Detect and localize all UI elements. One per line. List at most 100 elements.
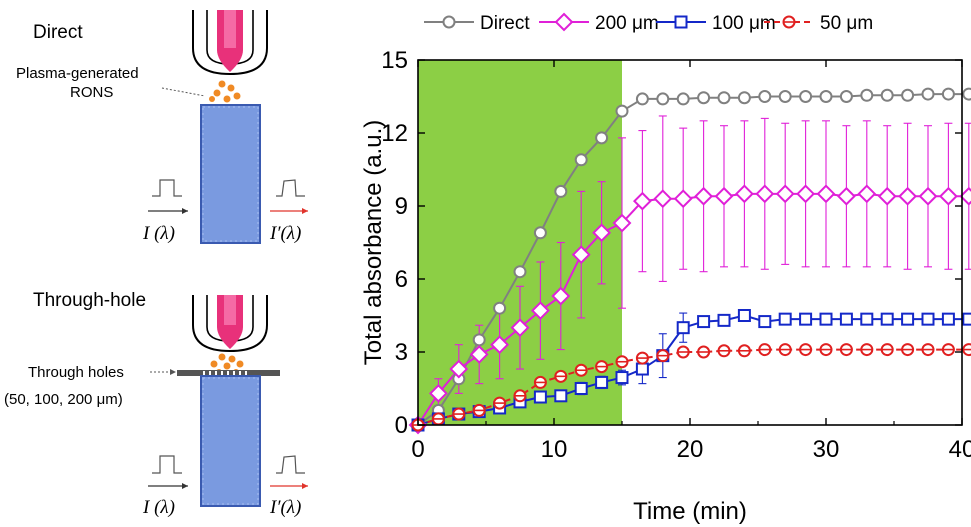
holes-label-line1: Through holes — [28, 364, 124, 381]
series-1-point — [938, 186, 958, 206]
throughhole-cuvette — [200, 375, 261, 507]
series-2-point — [676, 321, 690, 335]
series-0-point — [656, 92, 670, 106]
legend-marker-1 — [554, 12, 574, 32]
series-0-point — [860, 88, 874, 102]
absorbance-chart: 0 10 20 30 40 0 3 6 9 12 15 Time (min) Total absor… — [360, 12, 971, 525]
series-2-point — [839, 312, 853, 326]
throughhole-title: Through-hole — [33, 290, 146, 311]
series-2-line — [417, 314, 969, 426]
series-0-point — [819, 90, 833, 103]
series-0-point — [574, 153, 588, 167]
y-tick-label: 12 — [381, 120, 408, 147]
series-1-point — [857, 184, 877, 204]
series-1-point — [714, 186, 734, 206]
series-1-point — [959, 186, 971, 206]
intensity-in-label-2: I (λ) — [142, 497, 175, 518]
direct-schematic: Direct Plasma-generated RONS I (λ) I′(λ) — [16, 10, 308, 244]
series-2-point — [921, 312, 935, 326]
direct-plasma-jet-icon — [192, 10, 268, 76]
series-0-point — [839, 90, 853, 103]
series-2-point — [554, 389, 568, 403]
series-1-point — [530, 301, 550, 321]
series-2-point — [615, 371, 629, 385]
series-0-point — [472, 333, 486, 347]
series-1-point — [490, 335, 510, 355]
rons-pointer — [161, 87, 206, 97]
x-tick-label: 0 — [411, 436, 424, 463]
x-tick-label: 10 — [541, 436, 568, 463]
y-tick-label: 3 — [395, 339, 408, 366]
series-1-point — [510, 318, 530, 338]
x-tick-label: 40 — [949, 436, 971, 463]
throughhole-plasma-jet-icon — [192, 295, 268, 353]
series-0-point — [962, 87, 971, 101]
series-0-point — [758, 90, 772, 103]
y-tick-label: 6 — [395, 266, 408, 293]
series-0-point — [554, 184, 568, 198]
series-3-line — [417, 348, 969, 426]
output-pulse-icon — [276, 179, 305, 197]
intensity-in-label: I (λ) — [142, 223, 175, 244]
series-0-point — [901, 88, 915, 102]
series-0-point — [941, 87, 955, 101]
series-1-point — [694, 186, 714, 206]
series-0-point — [697, 91, 711, 105]
legend-marker-2 — [674, 15, 688, 29]
series-1-point — [816, 184, 836, 204]
x-axis-label: Time (min) — [633, 498, 747, 525]
series-1-point — [775, 184, 795, 204]
series-1-point — [592, 223, 612, 243]
axis-ticks: 0 10 20 30 40 0 3 6 9 12 15 — [381, 47, 971, 463]
series-2-point — [941, 312, 955, 326]
series-0-point — [493, 301, 507, 315]
series-1-point — [571, 245, 591, 265]
series-1-point — [836, 186, 856, 206]
holes-label-line2: (50, 100, 200 μm) — [4, 391, 123, 408]
series-1-point — [734, 184, 754, 204]
series-2-point — [533, 390, 547, 404]
series-0-point — [778, 90, 792, 103]
series-1-point — [918, 186, 938, 206]
series-1-line — [417, 192, 969, 426]
intensity-out-label: I′(λ) — [269, 223, 301, 244]
series-0-point — [513, 265, 527, 279]
series-1-point — [551, 286, 571, 306]
series-2-point — [880, 312, 894, 326]
y-axis-label: Total absorbance (a.u.) — [360, 120, 387, 365]
series-2-point — [758, 315, 772, 329]
series-0-point — [595, 131, 609, 145]
series-1-point — [653, 189, 673, 209]
series-2-point — [635, 362, 649, 376]
series-markers — [408, 87, 971, 435]
series-0-point — [676, 92, 690, 106]
series-2-point — [799, 312, 813, 326]
series-0-point — [880, 88, 894, 102]
series-0-point — [717, 91, 731, 105]
y-tick-label: 0 — [395, 412, 408, 439]
series-2-point — [962, 312, 971, 326]
rons-label-line1: Plasma-generated — [16, 65, 139, 82]
series-2-point — [819, 312, 833, 326]
series-lines — [417, 93, 969, 426]
series-1-point — [877, 186, 897, 206]
legend-marker-0 — [442, 15, 456, 29]
input-pulse-icon — [152, 179, 182, 197]
series-0-point — [921, 87, 935, 101]
legend-label-2: 100 μm — [712, 13, 776, 34]
series-2-point — [574, 382, 588, 395]
series-2-point — [717, 313, 731, 327]
x-tick-label: 30 — [813, 436, 840, 463]
series-1-point — [632, 191, 652, 211]
legend: Direct 200 μm 100 μm 50 μm — [424, 12, 873, 34]
y-tick-label: 15 — [381, 47, 408, 74]
series-2-point — [901, 312, 915, 326]
intensity-out-label-2: I′(λ) — [269, 497, 301, 518]
legend-label-3: 50 μm — [820, 13, 873, 34]
series-1-point — [612, 213, 632, 233]
series-2-point — [860, 312, 874, 326]
series-1-point — [449, 359, 469, 379]
input-pulse-icon-2 — [152, 455, 182, 474]
series-0-point — [737, 91, 751, 105]
